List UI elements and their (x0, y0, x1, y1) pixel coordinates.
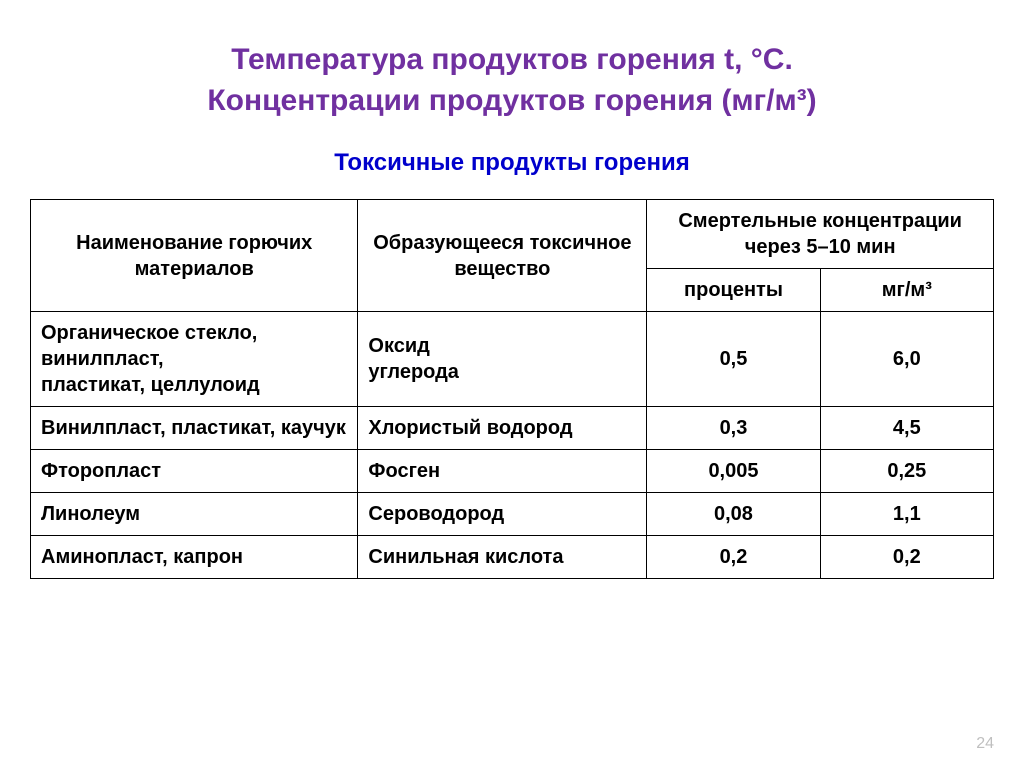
sub-title: Токсичные продукты горения (30, 149, 994, 177)
table-header-row-1: Наименование горючих материалов Образующ… (31, 200, 994, 269)
cell-material: Фторопласт (31, 450, 358, 493)
cell-material: Аминопласт, капрон (31, 536, 358, 579)
page-number: 24 (976, 735, 994, 753)
table-row: Линолеум Сероводород 0,08 1,1 (31, 493, 994, 536)
cell-substance: Фосген (358, 450, 647, 493)
cell-mgm3: 0,25 (820, 450, 993, 493)
cell-mgm3: 4,5 (820, 407, 993, 450)
main-title: Температура продуктов горения t, °С. Кон… (30, 40, 994, 121)
cell-material: Винилпласт, пластикат, каучук (31, 407, 358, 450)
cell-percent: 0,5 (647, 312, 820, 407)
toxic-products-table: Наименование горючих материалов Образующ… (30, 199, 994, 579)
slide-content: Температура продуктов горения t, °С. Кон… (0, 0, 1024, 599)
table-row: Органическое стекло, винилпласт,пластика… (31, 312, 994, 407)
cell-percent: 0,08 (647, 493, 820, 536)
cell-substance: Хлористый водород (358, 407, 647, 450)
cell-mgm3: 1,1 (820, 493, 993, 536)
table-row: Аминопласт, капрон Синильная кислота 0,2… (31, 536, 994, 579)
header-percent: проценты (647, 269, 820, 312)
header-mgm3: мг/м³ (820, 269, 993, 312)
cell-material: Линолеум (31, 493, 358, 536)
cell-percent: 0,005 (647, 450, 820, 493)
cell-material: Органическое стекло, винилпласт,пластика… (31, 312, 358, 407)
cell-percent: 0,2 (647, 536, 820, 579)
cell-substance: Оксидуглерода (358, 312, 647, 407)
header-lethal: Смертельные концентрации через 5–10 мин (647, 200, 994, 269)
header-materials: Наименование горючих материалов (31, 200, 358, 312)
cell-mgm3: 6,0 (820, 312, 993, 407)
cell-percent: 0,3 (647, 407, 820, 450)
table-body: Органическое стекло, винилпласт,пластика… (31, 312, 994, 579)
cell-substance: Синильная кислота (358, 536, 647, 579)
header-substance: Образующееся токсичное вещество (358, 200, 647, 312)
cell-mgm3: 0,2 (820, 536, 993, 579)
cell-substance: Сероводород (358, 493, 647, 536)
table-row: Винилпласт, пластикат, каучук Хлористый … (31, 407, 994, 450)
title-line-2: Концентрации продуктов горения (мг/м³) (207, 84, 816, 117)
table-row: Фторопласт Фосген 0,005 0,25 (31, 450, 994, 493)
title-line-1: Температура продуктов горения t, °С. (231, 43, 793, 76)
